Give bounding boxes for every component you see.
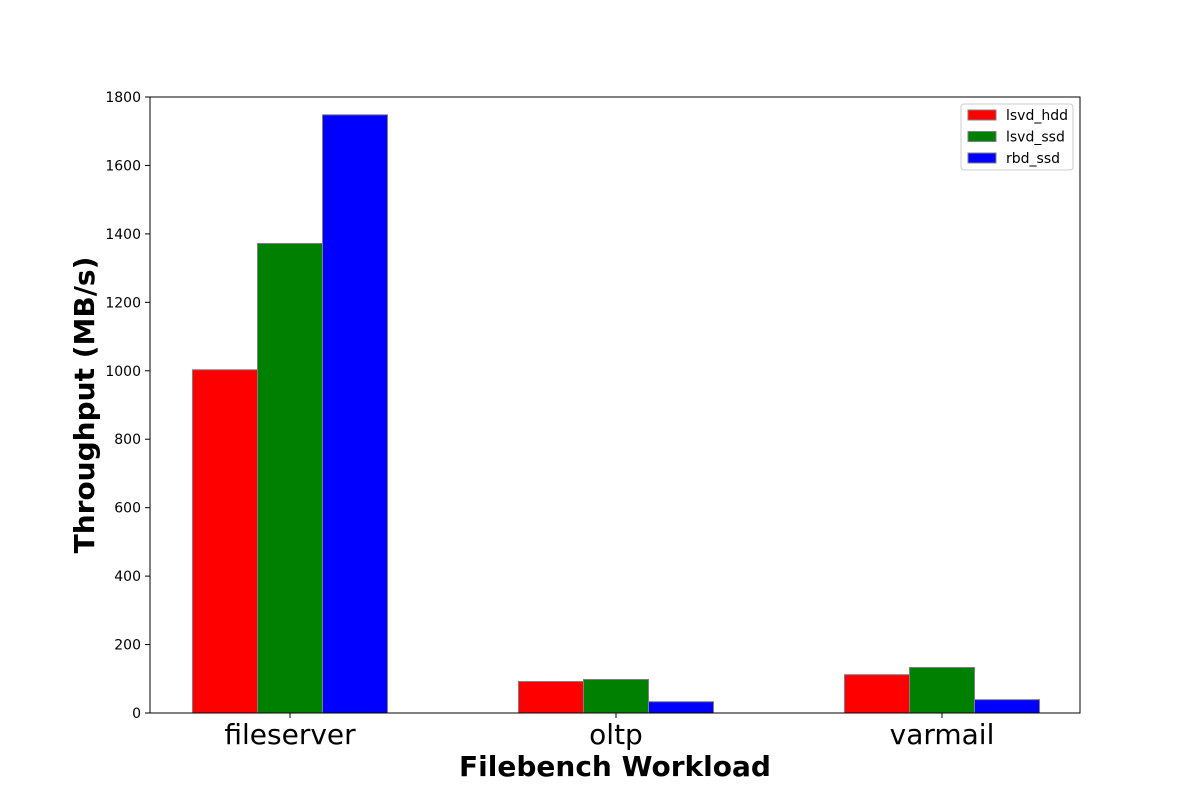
x-axis: fileserver oltp varmail xyxy=(224,713,994,751)
bar-rbd_ssd-oltp xyxy=(648,701,714,714)
legend-label-rbd_ssd: rbd_ssd xyxy=(1006,151,1060,167)
bar-lsvd_ssd-fileserver xyxy=(257,242,323,714)
legend-swatch-lsvd_hdd xyxy=(967,109,997,121)
y-tick-label: 0 xyxy=(132,706,141,722)
y-tick-label: 1800 xyxy=(105,90,141,106)
y-tick-label: 1000 xyxy=(105,364,141,380)
bar-lsvd_hdd-varmail xyxy=(844,674,910,714)
legend: lsvd_hdd lsvd_ssd rbd_ssd xyxy=(960,103,1074,171)
y-tick-label: 400 xyxy=(114,569,141,585)
legend-swatch-rbd_ssd xyxy=(967,152,997,164)
bars-layer xyxy=(192,114,1040,714)
x-tick-label-fileserver: fileserver xyxy=(224,718,356,751)
y-tick-label: 800 xyxy=(114,432,141,448)
y-tick-label: 1200 xyxy=(105,295,141,311)
bar-lsvd_ssd-oltp xyxy=(583,678,649,714)
legend-label-lsvd_ssd: lsvd_ssd xyxy=(1006,130,1065,146)
bar-lsvd_hdd-fileserver xyxy=(192,369,258,714)
y-tick-label: 1600 xyxy=(105,158,141,174)
legend-swatch-lsvd_ssd xyxy=(967,131,997,142)
bar-rbd_ssd-fileserver xyxy=(322,114,388,714)
bar-lsvd_ssd-varmail xyxy=(909,666,975,714)
x-tick-label-varmail: varmail xyxy=(890,718,995,751)
plot-area-frame xyxy=(149,96,1081,714)
x-tick-label-oltp: oltp xyxy=(589,718,643,751)
bar-rbd_ssd-varmail xyxy=(974,699,1040,714)
y-axis-title: Throughput (MB/s) xyxy=(68,257,101,554)
bar-lsvd_hdd-oltp xyxy=(518,681,584,714)
y-tick-label: 600 xyxy=(114,501,141,517)
legend-label-lsvd_hdd: lsvd_hdd xyxy=(1006,108,1068,124)
y-tick-label: 200 xyxy=(114,638,141,654)
y-axis: 0 200 400 600 800 1000 1200 1400 1600 1800 xyxy=(105,90,150,722)
x-axis-title: Filebench Workload xyxy=(459,750,771,783)
y-tick-label: 1400 xyxy=(105,227,141,243)
